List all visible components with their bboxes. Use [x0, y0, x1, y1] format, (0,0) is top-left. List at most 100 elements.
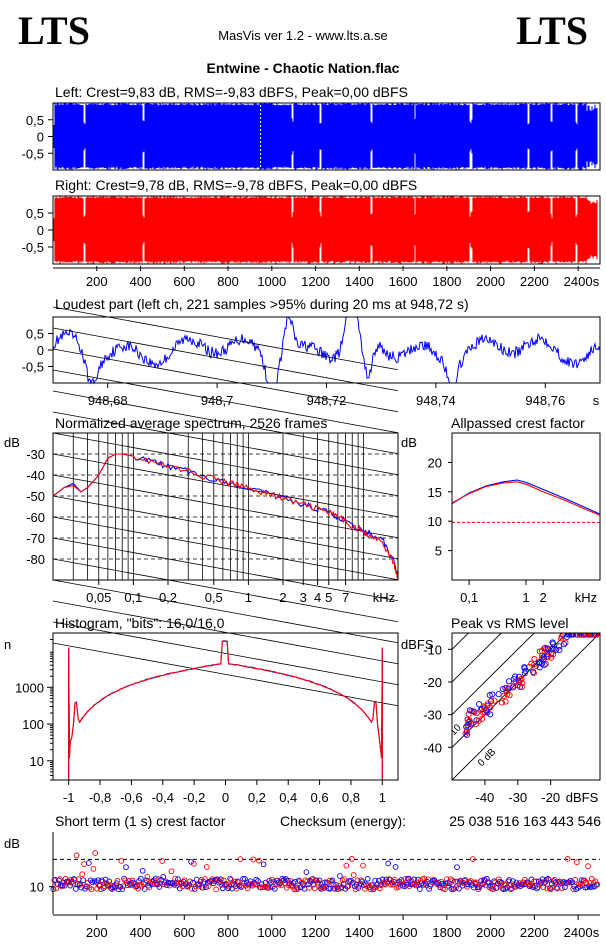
left-waveform-ytick-label: 0,5 [26, 113, 44, 128]
short-term-crest-point [92, 850, 99, 856]
right-waveform-xtick-label: 1000 [257, 274, 286, 289]
short-term-crest-point [123, 864, 129, 871]
short-term-crest-point [85, 860, 92, 866]
short-term-crest-point [137, 875, 144, 882]
right-waveform-xtick-label: 400 [130, 274, 152, 289]
peak-vs-rms-point [464, 724, 471, 731]
peak-vs-rms-point [530, 668, 537, 675]
short-term-crest-point [200, 884, 206, 891]
allpassed-crest-series-line [451, 481, 601, 516]
short-term-crest-point [139, 867, 146, 874]
short-term-crest-point [299, 881, 306, 887]
loudest-part-ytick-label: 0,5 [26, 327, 44, 342]
allpassed-crest-series-line [451, 479, 601, 515]
short-term-crest-point [232, 883, 239, 889]
short-term-crest-ylabel: dB [4, 836, 20, 851]
spectrum-slope-line [52, 369, 399, 434]
peak-vs-rms-point [485, 700, 492, 707]
peak-vs-rms-point [470, 708, 477, 715]
spectrum-slope-line [52, 327, 399, 392]
peak-vs-rms-point [550, 651, 557, 658]
short-term-crest-xtick-label: 600 [173, 925, 195, 940]
left-waveform-waveform [53, 103, 598, 170]
left-waveform-title: Left: Crest=9,83 dB, RMS=-9,83 dBFS, Pea… [55, 84, 408, 100]
peak-vs-rms-point [586, 633, 594, 638]
right-waveform-xtick-label: 2200 [520, 274, 549, 289]
peak-vs-rms-diagonal-label: 0 dB [476, 746, 499, 769]
short-term-crest-point [551, 876, 558, 883]
short-term-crest-point [576, 883, 583, 890]
peak-vs-rms-point [468, 720, 475, 727]
short-term-crest-point [152, 875, 159, 882]
histogram-xtick-label: -0,4 [152, 790, 174, 805]
right-waveform-xtick-label: 2400 [564, 274, 593, 289]
short-term-crest-point [412, 881, 418, 888]
peak-vs-rms-point [548, 654, 555, 661]
left-waveform-ytick-label: 0 [37, 130, 44, 145]
histogram-xtick-label: 1 [379, 790, 386, 805]
peak-vs-rms-point [585, 633, 592, 638]
loudest-part-xtick-label: 948,7 [201, 393, 234, 408]
short-term-crest-point [421, 875, 428, 882]
right-waveform-xtick-label: 600 [173, 274, 195, 289]
spectrum-xtick-label: 2 [279, 590, 286, 605]
spectrum-slope-line [52, 516, 399, 581]
short-term-crest-point [79, 871, 86, 878]
short-term-crest-point [465, 881, 472, 888]
short-term-crest-point [347, 878, 353, 885]
right-waveform-title: Right: Crest=9,78 dB, RMS=-9,78 dBFS, Pe… [55, 177, 417, 193]
peak-vs-rms-point [487, 711, 494, 718]
short-term-crest-point [50, 886, 57, 893]
short-term-crest-point [343, 862, 350, 869]
peak-vs-rms-diagonal [452, 633, 470, 650]
peak-vs-rms-point [564, 633, 571, 638]
short-term-crest-point [72, 886, 79, 892]
short-term-crest-point [497, 880, 504, 887]
short-term-crest-point [345, 883, 352, 890]
short-term-crest-point [59, 882, 66, 889]
peak-vs-rms-point [499, 685, 506, 693]
peak-vs-rms-ytick-label: -30 [423, 708, 442, 723]
short-term-crest-point [383, 876, 390, 883]
short-term-crest-point [557, 878, 564, 885]
spectrum-slope-line [52, 411, 399, 476]
short-term-crest-point [469, 856, 476, 862]
short-term-crest-point [416, 886, 423, 892]
spectrum-xtick-label: 4 [314, 590, 321, 605]
histogram-ytick-label: 100 [22, 717, 44, 732]
short-term-crest-point [113, 880, 120, 887]
loudest-part-line [52, 316, 601, 385]
lts-logo-right: LTS [516, 8, 588, 53]
short-term-crest-point [144, 873, 151, 880]
histogram-xtick-label: -0,8 [89, 790, 111, 805]
short-term-crest-point [391, 876, 398, 883]
peak-vs-rms-point [479, 715, 486, 722]
short-term-crest-point [553, 884, 560, 891]
loudest-part-ytick-label: 0 [37, 343, 44, 358]
right-waveform-ytick-label: -0,5 [22, 240, 44, 255]
histogram-ylabel: n [4, 637, 11, 652]
short-term-crest-point [544, 885, 551, 892]
peak-vs-rms-xtick-label: -40 [475, 790, 494, 805]
spectrum-slope-line [52, 558, 399, 623]
histogram-xtick-label: -1 [63, 790, 75, 805]
short-term-crest-point [585, 863, 591, 869]
spectrum-slope-line [52, 642, 399, 707]
short-term-crest-point [471, 879, 478, 886]
peak-vs-rms-point [486, 692, 493, 699]
spectrum-title: Normalized average spectrum, 2526 frames [55, 415, 327, 431]
short-term-crest-point [175, 876, 181, 883]
histogram-xtick-label: 0 [222, 790, 229, 805]
short-term-crest-xtick-label: 2000 [476, 925, 505, 940]
peak-vs-rms-point [473, 717, 480, 724]
peak-vs-rms-xtick-label: -20 [541, 790, 560, 805]
short-term-crest-point [559, 885, 565, 891]
short-term-crest-point [57, 876, 63, 882]
allpassed-crest-x-unit: kHz [575, 590, 597, 605]
right-waveform-xtick-label: 1400 [345, 274, 374, 289]
left-waveform-ytick-label: -0,5 [22, 146, 44, 161]
histogram-frame [52, 632, 399, 781]
short-term-crest-point [392, 864, 399, 870]
short-term-crest-point [364, 875, 371, 882]
